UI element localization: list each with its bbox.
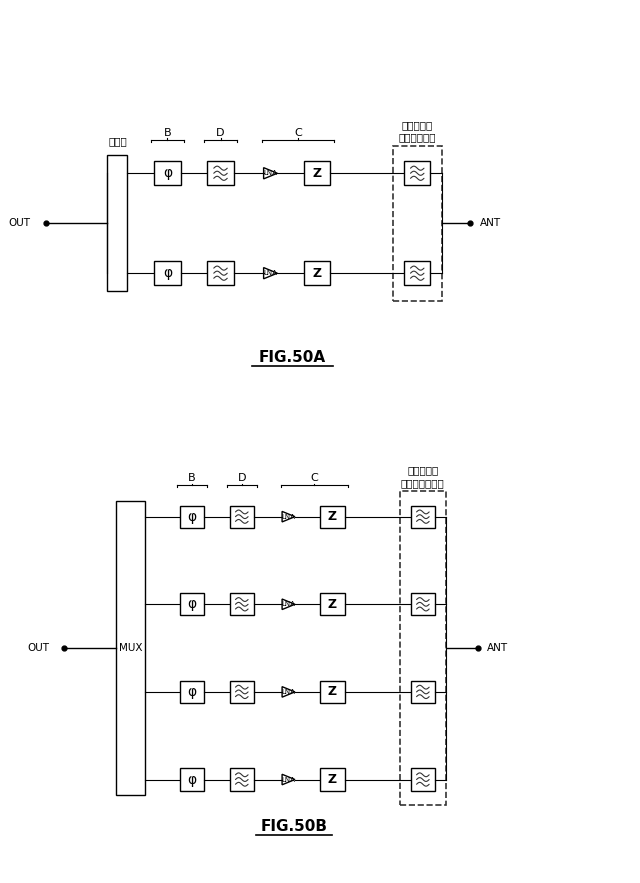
Text: LNA: LNA xyxy=(281,689,295,695)
Text: Z: Z xyxy=(328,510,337,523)
FancyBboxPatch shape xyxy=(411,506,435,528)
Text: FIG.50A: FIG.50A xyxy=(259,350,326,365)
Text: LNA: LNA xyxy=(263,270,276,276)
FancyBboxPatch shape xyxy=(154,261,180,285)
Text: Z: Z xyxy=(313,167,322,180)
FancyBboxPatch shape xyxy=(411,681,435,703)
Text: ANT: ANT xyxy=(487,643,508,653)
FancyBboxPatch shape xyxy=(180,593,204,615)
Text: φ: φ xyxy=(188,685,196,699)
FancyBboxPatch shape xyxy=(304,261,330,285)
Text: LNA: LNA xyxy=(281,514,295,520)
Text: OUT: OUT xyxy=(8,218,30,228)
Text: LNA: LNA xyxy=(263,170,276,177)
Text: φ: φ xyxy=(188,773,196,787)
FancyBboxPatch shape xyxy=(320,506,344,528)
Text: OUT: OUT xyxy=(27,643,49,653)
Text: C: C xyxy=(294,128,302,138)
Text: Z: Z xyxy=(313,267,322,280)
Text: φ: φ xyxy=(163,266,172,280)
FancyBboxPatch shape xyxy=(404,261,430,285)
FancyBboxPatch shape xyxy=(393,146,442,301)
FancyBboxPatch shape xyxy=(154,162,180,185)
Text: LNA: LNA xyxy=(281,776,295,782)
Text: Z: Z xyxy=(328,685,337,698)
Text: フィルタ／
ダイプレクサ: フィルタ／ ダイプレクサ xyxy=(399,120,436,143)
FancyBboxPatch shape xyxy=(400,491,445,805)
Text: Z: Z xyxy=(328,598,337,611)
FancyBboxPatch shape xyxy=(404,162,430,185)
FancyBboxPatch shape xyxy=(207,162,234,185)
Text: φ: φ xyxy=(188,597,196,611)
Text: B: B xyxy=(188,473,196,483)
Text: Z: Z xyxy=(328,773,337,786)
FancyBboxPatch shape xyxy=(304,162,330,185)
Text: φ: φ xyxy=(163,166,172,180)
FancyBboxPatch shape xyxy=(180,681,204,703)
FancyBboxPatch shape xyxy=(230,506,254,528)
Text: 結合器: 結合器 xyxy=(108,136,127,146)
FancyBboxPatch shape xyxy=(411,593,435,615)
FancyBboxPatch shape xyxy=(320,593,344,615)
Text: フィルタ／
マルチプレクサ: フィルタ／ マルチプレクサ xyxy=(401,465,445,488)
FancyBboxPatch shape xyxy=(230,593,254,615)
FancyBboxPatch shape xyxy=(180,768,204,790)
Text: C: C xyxy=(310,473,318,483)
FancyBboxPatch shape xyxy=(230,768,254,790)
Text: MUX: MUX xyxy=(119,643,143,653)
FancyBboxPatch shape xyxy=(320,768,344,790)
Text: φ: φ xyxy=(188,509,196,524)
Text: D: D xyxy=(216,128,225,138)
FancyBboxPatch shape xyxy=(411,768,435,790)
FancyBboxPatch shape xyxy=(116,502,145,795)
Text: LNA: LNA xyxy=(281,601,295,608)
Text: B: B xyxy=(164,128,172,138)
FancyBboxPatch shape xyxy=(207,261,234,285)
Text: ANT: ANT xyxy=(480,218,501,228)
FancyBboxPatch shape xyxy=(320,681,344,703)
FancyBboxPatch shape xyxy=(180,506,204,528)
FancyBboxPatch shape xyxy=(230,681,254,703)
Text: D: D xyxy=(237,473,246,483)
Text: FIG.50B: FIG.50B xyxy=(261,819,328,834)
FancyBboxPatch shape xyxy=(108,155,127,291)
